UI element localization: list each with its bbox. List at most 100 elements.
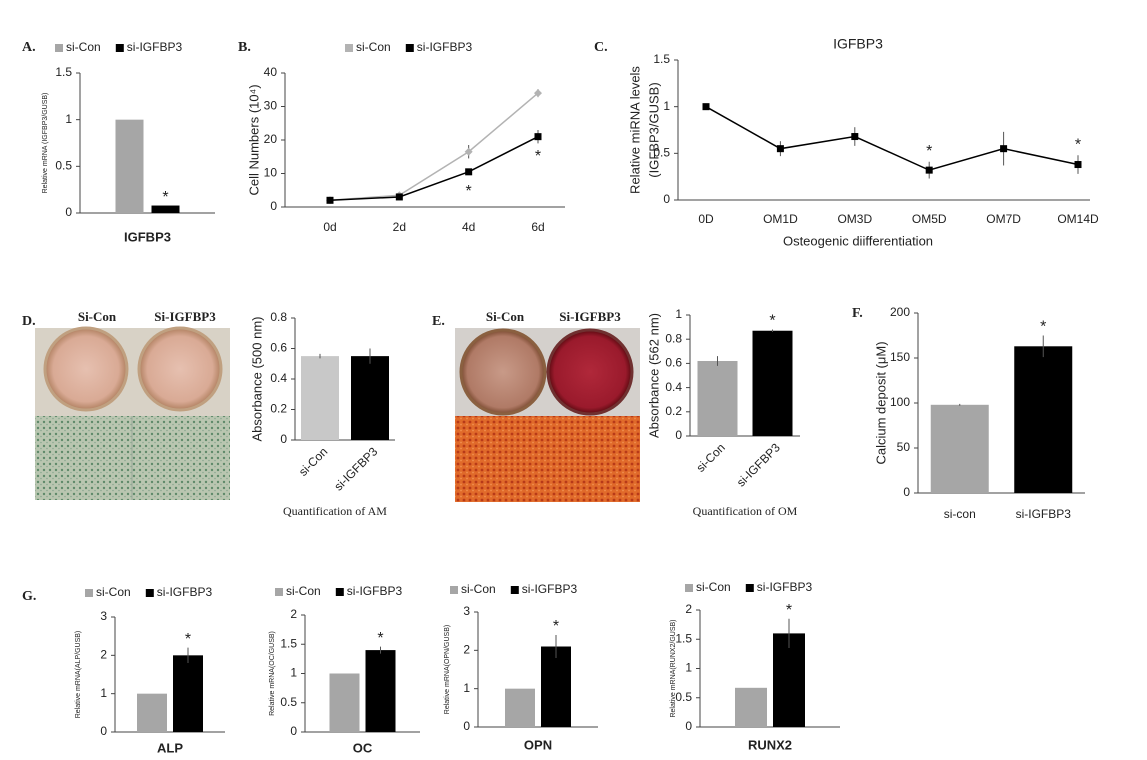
x-axis-label: Osteogenic diifferentiation: [783, 233, 933, 248]
bar: [1014, 346, 1073, 493]
y-axis-label: Relative mRNA(OPN/GUSB): [444, 625, 451, 714]
legend-label: si-IGFBP3: [347, 584, 403, 598]
marker: [851, 133, 859, 141]
y-tick-label: 1.5: [675, 631, 692, 645]
y-tick-label: 0.4: [665, 380, 682, 394]
y-tick-label: 0: [675, 428, 682, 442]
y-tick-label: 200: [890, 305, 910, 319]
y-tick-label: 2: [685, 602, 692, 616]
significance-star: *: [466, 183, 472, 200]
y-tick-label: 2: [100, 648, 107, 662]
x-tick-label: 0d: [323, 220, 336, 234]
y-tick-label: 30: [264, 99, 278, 113]
y-tick-label: 0.5: [55, 159, 72, 173]
y-tick-label: 20: [264, 132, 278, 146]
marker: [326, 196, 334, 204]
legend-swatch: [685, 584, 693, 592]
panel-label: C.: [594, 40, 608, 55]
y-tick-label: 0: [65, 205, 72, 219]
x-tick-label: RUNX2: [748, 737, 792, 752]
x-axis-label: Quantification of OM: [693, 504, 798, 518]
panel-label: F.: [852, 306, 863, 321]
significance-star: *: [926, 143, 932, 160]
y-tick-label: 2: [290, 607, 297, 621]
significance-star: *: [1075, 136, 1081, 153]
significance-star: *: [786, 602, 792, 619]
bar: [930, 404, 989, 493]
y-tick-label: 1.5: [653, 52, 670, 66]
x-tick-label: OPN: [524, 737, 552, 752]
legend-label: si-Con: [461, 582, 496, 596]
y-tick-label: 0.5: [653, 146, 670, 160]
y-tick-label: 0: [290, 724, 297, 738]
y-tick-label: 10: [264, 166, 278, 180]
legend-swatch: [345, 44, 353, 52]
bar: [137, 693, 167, 732]
legend-swatch: [55, 44, 63, 52]
legend-label: si-Con: [66, 40, 101, 54]
x-tick-label: OM7D: [986, 212, 1021, 226]
marker: [702, 103, 710, 111]
legend-label: si-Con: [356, 40, 391, 54]
y-tick-label: 1.5: [55, 65, 72, 79]
significance-star: *: [1040, 319, 1046, 336]
legend-swatch: [85, 589, 93, 597]
legend-label: si-Con: [96, 585, 131, 599]
x-tick-label: 0D: [698, 212, 714, 226]
x-tick-label: IGFBP3: [124, 229, 171, 244]
bar: [173, 655, 203, 732]
y-axis-label: Calcium deposit (μM): [873, 341, 888, 464]
y-tick-label: 0.6: [270, 341, 287, 355]
image-label: Si-Con: [78, 309, 117, 324]
y-tick-label: 0.8: [665, 331, 682, 345]
bar: [697, 360, 738, 436]
marker: [1000, 145, 1008, 153]
x-tick-label: si-Con: [693, 440, 727, 474]
y-axis-label: Relative miRNA levels: [627, 66, 642, 194]
x-tick-label: OM14D: [1057, 212, 1099, 226]
y-tick-label: 1: [100, 686, 107, 700]
y-tick-label: 0.5: [675, 690, 692, 704]
y-tick-label: 0: [685, 719, 692, 733]
y-tick-label: 0.2: [270, 402, 287, 416]
bar: [505, 688, 535, 727]
y-axis-label: Relative mRNA (IGFBP3/GUSB): [42, 93, 49, 194]
legend-label: si-Con: [286, 584, 321, 598]
x-tick-label: OM1D: [763, 212, 798, 226]
y-tick-label: 0: [100, 724, 107, 738]
y-tick-label: 100: [890, 395, 910, 409]
x-tick-label: 4d: [462, 220, 475, 234]
legend-swatch: [450, 586, 458, 594]
legend-swatch: [275, 588, 283, 596]
panel-label: E.: [432, 314, 445, 329]
y-tick-label: 1: [685, 661, 692, 675]
bar: [752, 330, 793, 436]
x-tick-label: si-con: [944, 507, 976, 521]
y-axis-label: Absorbance (562 nm): [646, 313, 661, 438]
y-tick-label: 1: [663, 99, 670, 113]
significance-star: *: [535, 148, 541, 165]
legend-label: si-IGFBP3: [127, 40, 183, 54]
legend-swatch: [335, 588, 344, 596]
panel-label: G.: [22, 589, 36, 604]
x-tick-label: ALP: [157, 740, 183, 755]
x-tick-label: OM3D: [837, 212, 872, 226]
bar: [541, 646, 571, 727]
marker: [534, 89, 542, 98]
y-tick-label: 1: [463, 681, 470, 695]
y-tick-label: 0.5: [280, 695, 297, 709]
y-tick-label: 0: [270, 199, 277, 213]
bar: [115, 119, 144, 213]
line: [705, 106, 1079, 171]
y-tick-label: 0: [280, 432, 287, 446]
y-tick-label: 2: [463, 643, 470, 657]
significance-star: *: [553, 618, 559, 635]
y-tick-label: 0: [903, 485, 910, 499]
marker: [465, 168, 473, 176]
y-axis-label: Relative mRNA(OC/GUSB): [269, 631, 276, 716]
y-tick-label: 0.2: [665, 404, 682, 418]
y-axis-label: Cell Numbers (10⁴): [246, 84, 261, 195]
x-tick-label: si-IGFBP3: [1016, 507, 1072, 521]
significance-star: *: [162, 189, 168, 206]
